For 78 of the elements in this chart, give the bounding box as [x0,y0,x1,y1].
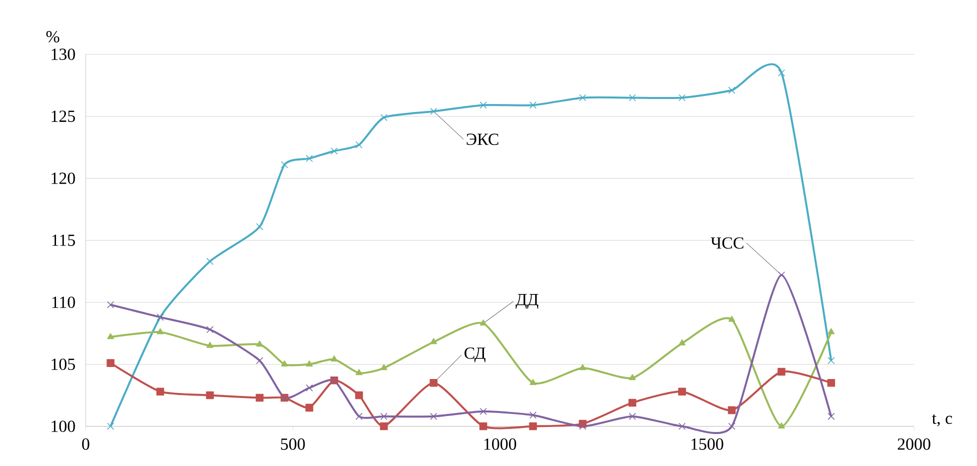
point [305,404,314,412]
point [828,412,835,420]
point [828,357,835,364]
x-axis-title: t, c [932,414,952,426]
point [380,422,388,430]
point [530,379,536,386]
point [256,394,264,402]
point [430,338,438,344]
point [827,379,836,387]
point [256,340,264,347]
x-tick-label: 1000 [484,438,516,450]
point [678,339,686,346]
x-tick-label: 0 [82,438,90,450]
point [280,161,288,168]
text: ЧСС [710,237,744,249]
point [480,102,487,109]
point [678,94,686,102]
point [206,326,214,334]
point [380,364,388,370]
point [380,114,388,122]
point [306,360,313,366]
y-tick-label: 105 [52,358,75,370]
point [430,412,438,420]
point [529,412,537,419]
point [628,374,636,380]
point [529,422,537,430]
point [106,301,114,308]
point [355,391,363,400]
point [106,359,114,367]
y-axis-title: % [46,30,60,42]
point [156,328,164,334]
point [628,94,636,102]
point [480,319,487,326]
point [430,108,438,115]
point [628,412,636,420]
y-tick-label: 130 [52,48,75,60]
point [828,328,835,334]
point [579,364,586,370]
x-tick-label: 2000 [898,438,930,450]
point [728,86,736,94]
point [430,379,438,387]
point [330,355,338,362]
x-tick-label: 500 [281,438,305,450]
point [728,316,736,322]
point [206,342,214,348]
point [156,388,164,396]
point [380,412,388,420]
point [306,154,313,162]
point [778,422,785,428]
point [355,412,363,420]
y-tick-label: 100 [52,420,75,432]
point [778,368,786,376]
series-label: ДД [516,294,538,309]
point [281,360,288,366]
point [529,102,537,109]
point [330,147,338,155]
point [728,406,736,414]
point [479,422,488,430]
y-tick-label: 125 [52,110,75,122]
point [106,422,114,430]
y-tick-label: 120 [52,172,75,184]
point [206,391,214,400]
point [628,398,636,407]
point [355,141,363,148]
point [480,408,487,415]
point [678,422,686,430]
point [778,69,786,76]
series-label: СД [464,347,486,362]
y-tick-label: 115 [52,234,75,246]
point [356,369,362,376]
y-tick-label: 110 [52,296,75,308]
point [306,384,313,392]
series-label: ЭКС [466,134,498,146]
point [678,388,686,396]
point [579,422,586,430]
point [107,333,114,340]
point [579,94,586,102]
x-tick-label: 1500 [691,438,724,450]
